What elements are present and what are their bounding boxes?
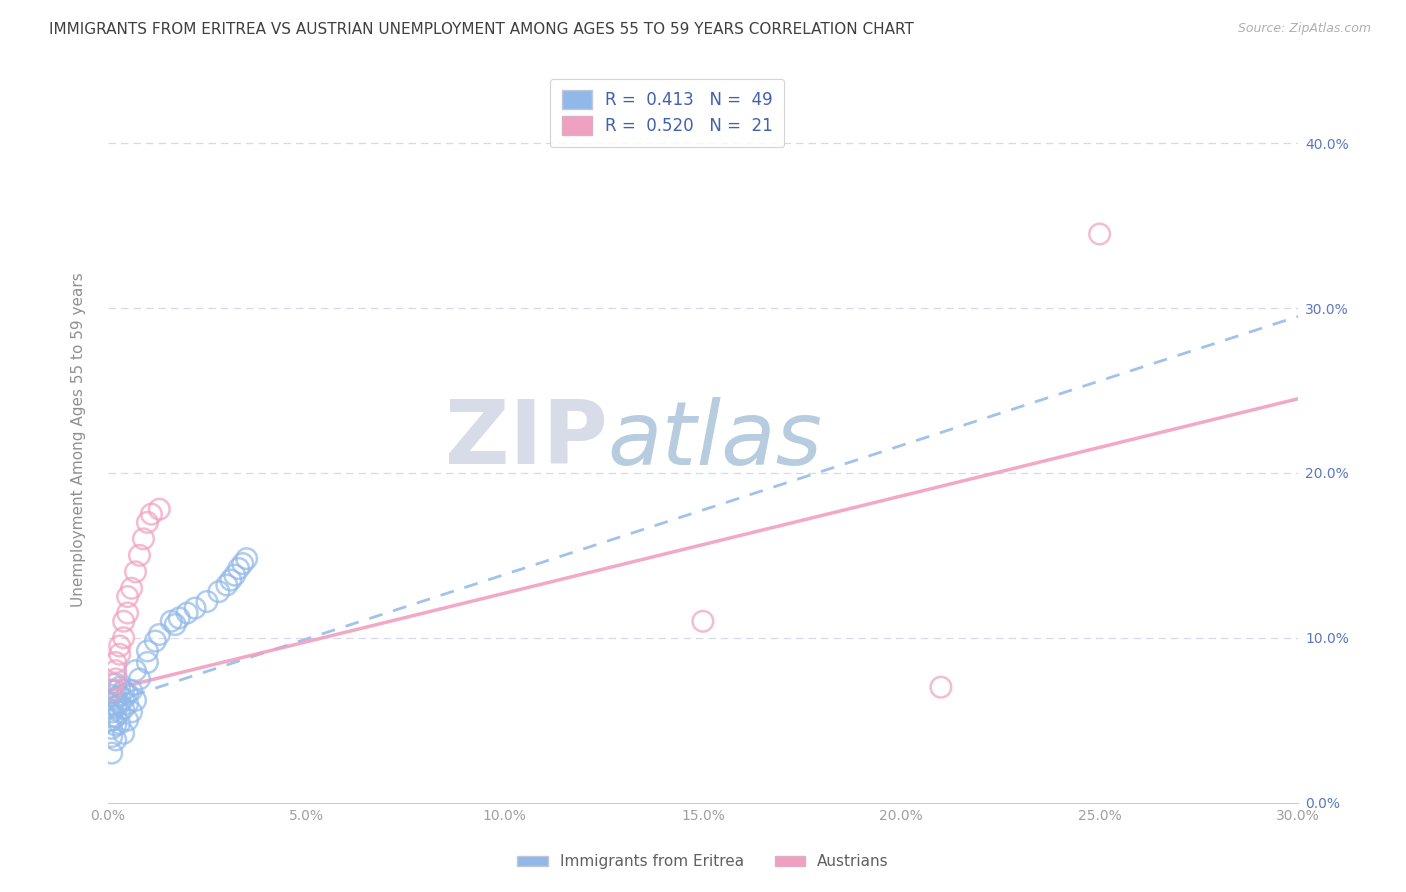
- Point: [100, 713, 122, 727]
- Point: [112, 701, 135, 715]
- Point: [108, 716, 131, 731]
- Point: [145, 634, 167, 648]
- Point: [215, 578, 238, 592]
- Point: [148, 502, 170, 516]
- Point: [228, 561, 250, 575]
- Point: [235, 551, 257, 566]
- Point: [104, 732, 127, 747]
- Point: [124, 693, 146, 707]
- Point: [148, 627, 170, 641]
- Point: [117, 687, 139, 701]
- Point: [219, 573, 242, 587]
- Point: [692, 614, 714, 628]
- Point: [160, 614, 183, 628]
- Point: [100, 705, 122, 719]
- Text: ZIP: ZIP: [444, 396, 607, 483]
- Point: [117, 606, 139, 620]
- Point: [136, 516, 159, 530]
- Point: [121, 705, 143, 719]
- Point: [104, 710, 127, 724]
- Point: [232, 557, 254, 571]
- Point: [112, 683, 135, 698]
- Point: [117, 697, 139, 711]
- Point: [104, 683, 127, 698]
- Point: [117, 590, 139, 604]
- Point: [117, 713, 139, 727]
- Point: [112, 631, 135, 645]
- Point: [136, 656, 159, 670]
- Point: [104, 656, 127, 670]
- Point: [104, 691, 127, 706]
- Point: [100, 722, 122, 736]
- Text: atlas: atlas: [607, 397, 823, 483]
- Point: [100, 746, 122, 760]
- Point: [104, 718, 127, 732]
- Point: [100, 683, 122, 698]
- Point: [100, 689, 122, 703]
- Point: [100, 697, 122, 711]
- Point: [100, 677, 122, 691]
- Point: [141, 507, 163, 521]
- Point: [108, 639, 131, 653]
- Point: [108, 697, 131, 711]
- Point: [104, 672, 127, 686]
- Point: [121, 582, 143, 596]
- Legend: R =  0.413   N =  49, R =  0.520   N =  21: R = 0.413 N = 49, R = 0.520 N = 21: [550, 78, 785, 147]
- Point: [176, 606, 198, 620]
- Point: [108, 705, 131, 719]
- Text: IMMIGRANTS FROM ERITREA VS AUSTRIAN UNEMPLOYMENT AMONG AGES 55 TO 59 YEARS CORRE: IMMIGRANTS FROM ERITREA VS AUSTRIAN UNEM…: [49, 22, 914, 37]
- Point: [208, 584, 231, 599]
- Point: [112, 726, 135, 740]
- Point: [108, 689, 131, 703]
- Point: [108, 647, 131, 661]
- Point: [112, 691, 135, 706]
- Point: [929, 680, 952, 694]
- Text: Source: ZipAtlas.com: Source: ZipAtlas.com: [1237, 22, 1371, 36]
- Point: [132, 532, 155, 546]
- Point: [108, 680, 131, 694]
- Point: [1088, 227, 1111, 241]
- Point: [112, 614, 135, 628]
- Y-axis label: Unemployment Among Ages 55 to 59 years: Unemployment Among Ages 55 to 59 years: [72, 273, 86, 607]
- Point: [224, 568, 246, 582]
- Point: [104, 664, 127, 678]
- Point: [165, 617, 187, 632]
- Point: [128, 672, 150, 686]
- Point: [184, 601, 207, 615]
- Legend: Immigrants from Eritrea, Austrians: Immigrants from Eritrea, Austrians: [510, 848, 896, 875]
- Point: [124, 565, 146, 579]
- Point: [104, 677, 127, 691]
- Point: [136, 644, 159, 658]
- Point: [100, 730, 122, 744]
- Point: [100, 683, 122, 698]
- Point: [124, 664, 146, 678]
- Point: [167, 611, 190, 625]
- Point: [128, 549, 150, 563]
- Point: [104, 700, 127, 714]
- Point: [195, 594, 218, 608]
- Point: [121, 683, 143, 698]
